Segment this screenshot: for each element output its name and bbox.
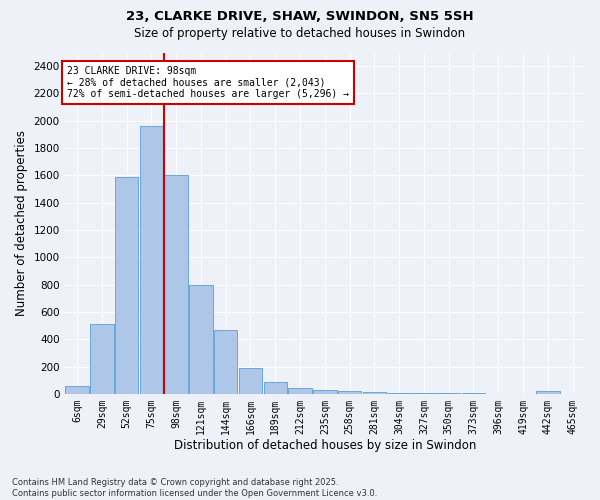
Bar [338, 391, 361, 394]
X-axis label: Distribution of detached houses by size in Swindon: Distribution of detached houses by size … [173, 440, 476, 452]
Bar [115, 176, 139, 394]
Bar [362, 392, 386, 394]
Bar [437, 393, 460, 394]
Text: 23 CLARKE DRIVE: 98sqm
← 28% of detached houses are smaller (2,043)
72% of semi-: 23 CLARKE DRIVE: 98sqm ← 28% of detached… [67, 66, 349, 100]
Bar [536, 391, 560, 394]
Text: Size of property relative to detached houses in Swindon: Size of property relative to detached ho… [134, 28, 466, 40]
Bar [263, 382, 287, 394]
Bar [412, 393, 436, 394]
Y-axis label: Number of detached properties: Number of detached properties [15, 130, 28, 316]
Bar [313, 390, 337, 394]
Bar [65, 386, 89, 394]
Bar [239, 368, 262, 394]
Bar [90, 324, 113, 394]
Text: 23, CLARKE DRIVE, SHAW, SWINDON, SN5 5SH: 23, CLARKE DRIVE, SHAW, SWINDON, SN5 5SH [126, 10, 474, 23]
Text: Contains HM Land Registry data © Crown copyright and database right 2025.
Contai: Contains HM Land Registry data © Crown c… [12, 478, 377, 498]
Bar [388, 392, 411, 394]
Bar [164, 176, 188, 394]
Bar [288, 388, 312, 394]
Bar [214, 330, 238, 394]
Bar [140, 126, 163, 394]
Bar [189, 284, 213, 394]
